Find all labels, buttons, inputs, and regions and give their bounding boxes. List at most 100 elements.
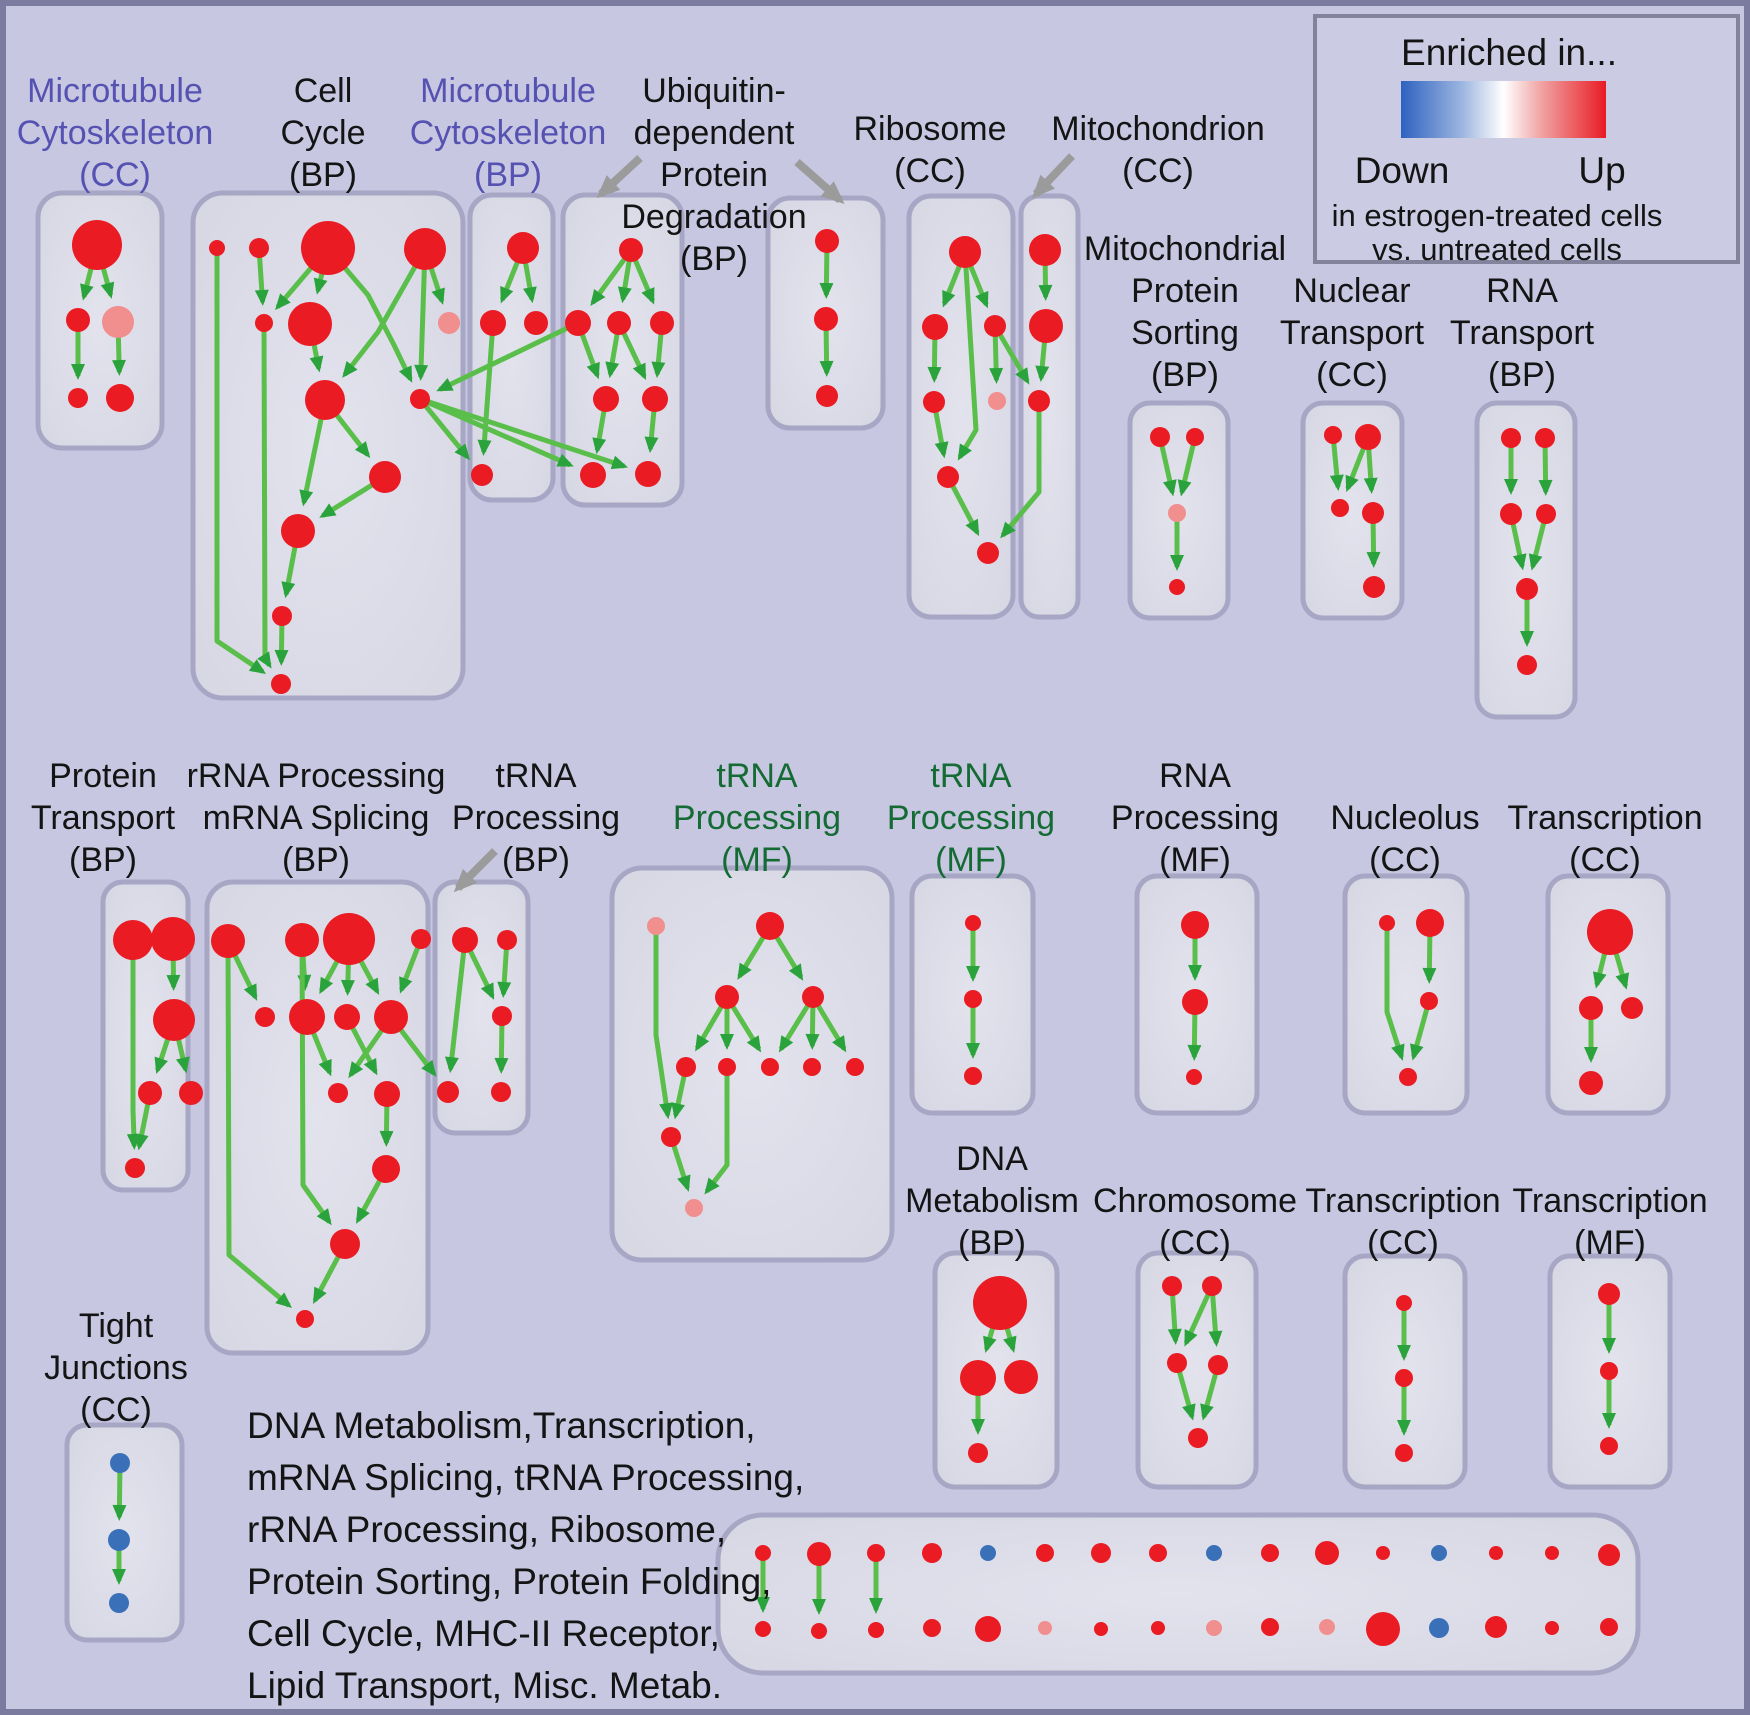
go-term-node bbox=[1186, 428, 1204, 446]
go-term-node bbox=[480, 310, 506, 336]
go-term-node bbox=[1416, 909, 1444, 937]
go-term-node bbox=[211, 924, 245, 958]
go-term-node bbox=[676, 1057, 696, 1077]
cluster-list-line: Protein Sorting, Protein Folding, bbox=[247, 1561, 772, 1602]
cluster-list-note: DNA Metabolism,Transcription, mRNA Splic… bbox=[247, 1400, 804, 1712]
go-term-node bbox=[984, 315, 1006, 337]
go-term-node bbox=[1536, 504, 1556, 524]
go-term-node bbox=[1587, 909, 1633, 955]
go-term-node bbox=[1261, 1618, 1279, 1636]
go-term-node bbox=[110, 1453, 130, 1473]
go-term-node bbox=[1028, 390, 1050, 412]
go-term-node bbox=[1395, 1444, 1413, 1462]
go-edge bbox=[653, 926, 673, 1120]
go-group-label: Transcription (MF) bbox=[1512, 1182, 1708, 1262]
go-term-node bbox=[814, 307, 838, 331]
go-term-node bbox=[807, 1542, 831, 1566]
go-term-node bbox=[1600, 1362, 1618, 1380]
go-term-node bbox=[179, 1081, 203, 1105]
cluster-list-line: Lipid Transport, Misc. Metab. bbox=[247, 1665, 723, 1706]
go-term-node bbox=[249, 238, 269, 258]
go-term-node bbox=[642, 386, 668, 412]
go-edge bbox=[257, 322, 272, 669]
go-term-node bbox=[113, 920, 153, 960]
go-term-node bbox=[964, 1067, 982, 1085]
go-term-node bbox=[1396, 1295, 1412, 1311]
go-term-node bbox=[1363, 576, 1385, 598]
go-term-node bbox=[305, 380, 345, 420]
go-edge bbox=[444, 939, 468, 1074]
go-term-node bbox=[108, 1529, 130, 1551]
go-term-node bbox=[437, 1081, 459, 1103]
go-term-node bbox=[1598, 1283, 1620, 1305]
go-group-label: RNA Transport (BP) bbox=[1449, 272, 1595, 394]
go-term-node bbox=[524, 311, 548, 335]
go-term-node bbox=[968, 1443, 988, 1463]
go-term-node bbox=[271, 674, 291, 694]
go-term-node bbox=[138, 1081, 162, 1105]
go-term-node bbox=[1149, 1544, 1167, 1562]
go-group-label: Ribosome (CC) bbox=[853, 110, 1007, 190]
go-edge bbox=[225, 940, 292, 1309]
go-group-label: RNA Processing (MF) bbox=[1110, 757, 1280, 879]
go-term-node bbox=[811, 1623, 827, 1639]
go-term-node bbox=[438, 312, 460, 334]
go-group-label: Transcription (CC) bbox=[1305, 1182, 1501, 1262]
legend-box: Enriched in... Down Up in estrogen-treat… bbox=[1313, 14, 1740, 267]
cluster-list-line: mRNA Splicing, tRNA Processing, bbox=[247, 1457, 805, 1498]
go-term-node bbox=[635, 461, 661, 487]
go-term-node bbox=[1420, 992, 1438, 1010]
go-term-node bbox=[374, 1000, 408, 1034]
go-group-box bbox=[932, 1250, 1060, 1490]
go-term-node bbox=[867, 1544, 885, 1562]
go-term-node bbox=[593, 386, 619, 412]
go-term-node bbox=[330, 1229, 360, 1259]
go-term-node bbox=[1598, 1544, 1620, 1566]
pointer-arrow bbox=[1031, 153, 1075, 199]
go-term-node bbox=[607, 311, 631, 335]
go-term-node bbox=[1188, 1428, 1208, 1448]
go-group-label: rRNA Processing mRNA Splicing (BP) bbox=[186, 757, 446, 879]
go-term-node bbox=[1261, 1544, 1279, 1562]
go-term-node bbox=[761, 1058, 779, 1076]
go-edge bbox=[1177, 436, 1198, 497]
go-term-node bbox=[125, 1158, 145, 1178]
go-term-node bbox=[1004, 1360, 1038, 1394]
go-group-label: Microtubule Cytoskeleton (CC) bbox=[16, 72, 214, 194]
go-term-node bbox=[580, 462, 606, 488]
go-term-node bbox=[980, 1545, 996, 1561]
go-term-node bbox=[1395, 1369, 1413, 1387]
go-term-node bbox=[404, 228, 446, 270]
go-term-node bbox=[1181, 911, 1209, 939]
go-group-label: Chromosome (CC) bbox=[1092, 1182, 1298, 1262]
go-term-node bbox=[151, 917, 195, 961]
cluster-list-line: DNA Metabolism,Transcription, bbox=[247, 1405, 756, 1446]
go-edge bbox=[1384, 923, 1405, 1061]
legend-down-label: Down bbox=[1354, 150, 1450, 191]
go-term-node bbox=[960, 1360, 996, 1396]
go-group-label: Nuclear Transport (CC) bbox=[1279, 272, 1425, 394]
go-term-node bbox=[281, 514, 315, 548]
go-term-node bbox=[803, 1058, 821, 1076]
go-group-box bbox=[609, 865, 895, 1263]
go-term-node bbox=[922, 1543, 942, 1563]
legend-up-label: Up bbox=[1578, 150, 1626, 191]
go-group-label: Protein Transport (BP) bbox=[30, 757, 176, 879]
go-group-box bbox=[1545, 873, 1671, 1116]
go-term-node bbox=[1489, 1546, 1503, 1560]
go-group-label: Microtubule Cytoskeleton (BP) bbox=[409, 72, 607, 194]
go-term-node bbox=[285, 923, 319, 957]
go-term-node bbox=[868, 1622, 884, 1638]
go-term-node bbox=[1600, 1618, 1618, 1636]
legend-gradient-bar bbox=[1401, 81, 1606, 138]
go-term-node bbox=[153, 999, 195, 1041]
go-term-node bbox=[1600, 1437, 1618, 1455]
go-group-label: Nucleolus (CC) bbox=[1330, 799, 1480, 879]
go-term-node bbox=[1168, 504, 1186, 522]
go-term-node bbox=[923, 391, 945, 413]
go-edge bbox=[126, 940, 141, 1151]
go-edge bbox=[419, 396, 629, 470]
go-term-node bbox=[471, 464, 493, 486]
legend-note-line2: vs. untreated cells bbox=[1372, 232, 1622, 267]
go-term-node bbox=[977, 542, 999, 564]
